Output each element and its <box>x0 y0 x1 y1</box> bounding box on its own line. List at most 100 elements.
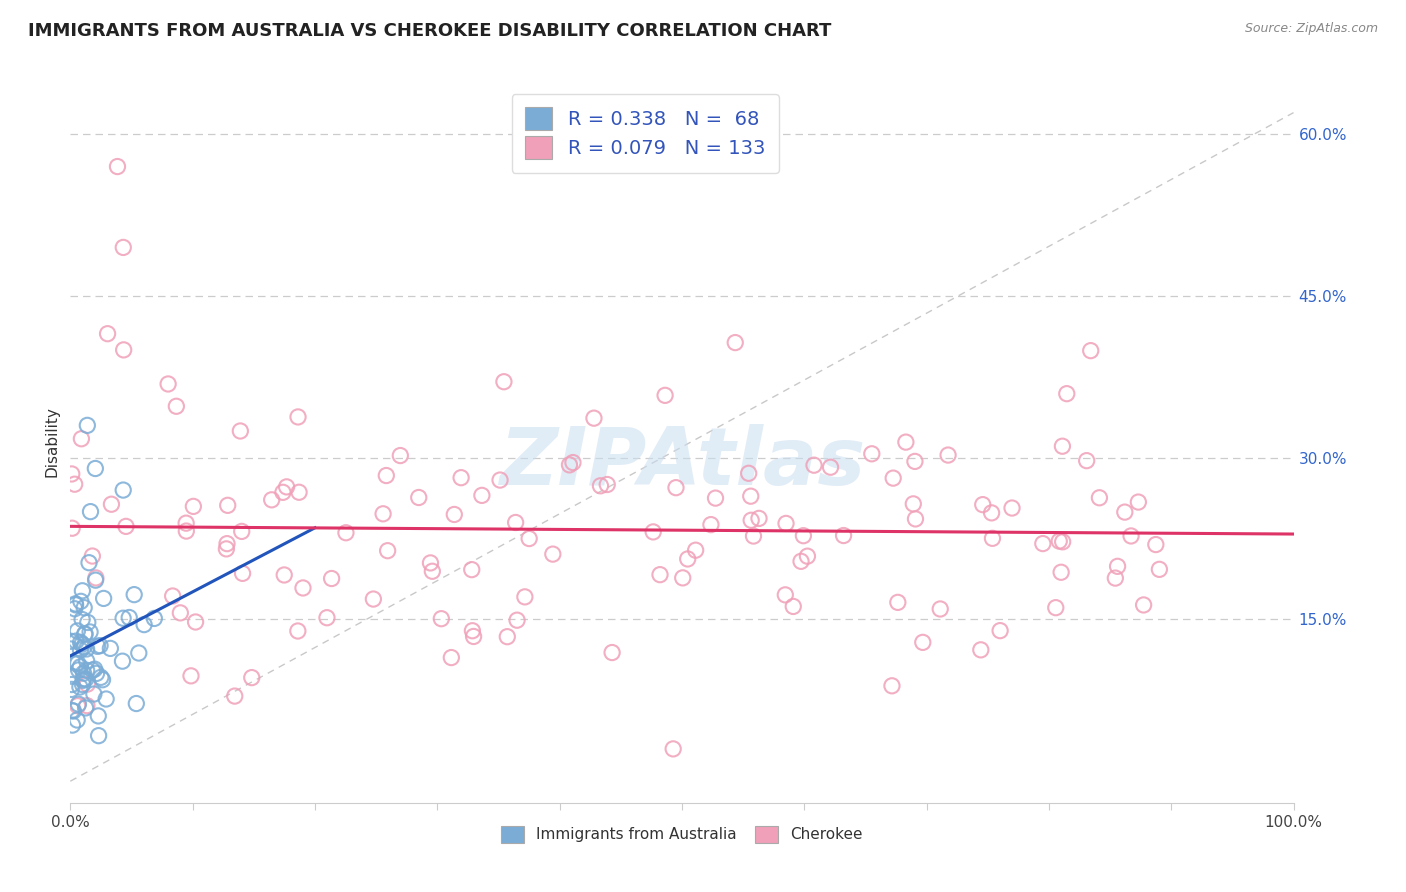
Point <box>461 563 484 577</box>
Point <box>1045 600 1067 615</box>
Point <box>665 481 688 495</box>
Point <box>1080 343 1102 358</box>
Point <box>287 409 309 424</box>
Point <box>972 498 994 512</box>
Point <box>176 524 198 538</box>
Point <box>72 673 94 688</box>
Point <box>65 657 87 671</box>
Point <box>860 447 883 461</box>
Point <box>704 491 727 505</box>
Text: Source: ZipAtlas.com: Source: ZipAtlas.com <box>1244 22 1378 36</box>
Point <box>75 672 97 686</box>
Point <box>79 624 101 639</box>
Point <box>232 566 254 581</box>
Point <box>740 489 762 503</box>
Point <box>562 456 585 470</box>
Point <box>73 640 96 654</box>
Point <box>430 612 453 626</box>
Point <box>143 611 166 625</box>
Point <box>558 458 581 472</box>
Point <box>505 516 527 530</box>
Point <box>988 624 1011 638</box>
Point <box>894 435 917 450</box>
Point <box>377 543 399 558</box>
Point <box>90 670 112 684</box>
Point <box>1149 562 1171 576</box>
Point <box>72 672 94 686</box>
Point <box>496 630 519 644</box>
Point <box>737 467 759 481</box>
Text: IMMIGRANTS FROM AUSTRALIA VS CHEROKEE DISABILITY CORRELATION CHART: IMMIGRANTS FROM AUSTRALIA VS CHEROKEE DI… <box>28 22 831 40</box>
Legend: Immigrants from Australia, Cherokee: Immigrants from Australia, Cherokee <box>495 820 869 849</box>
Point <box>60 682 83 697</box>
Point <box>67 663 90 677</box>
Point <box>112 240 135 254</box>
Point <box>97 326 120 341</box>
Point <box>70 594 93 608</box>
Point <box>66 657 89 671</box>
Point <box>685 543 707 558</box>
Point <box>792 529 814 543</box>
Point <box>1047 534 1070 549</box>
Point <box>63 601 86 615</box>
Point <box>882 471 904 485</box>
Point <box>271 485 294 500</box>
Point <box>782 599 804 614</box>
Point <box>887 595 910 609</box>
Point <box>87 709 110 723</box>
Point <box>111 654 134 668</box>
Point <box>375 468 398 483</box>
Point <box>970 643 993 657</box>
Point <box>84 461 107 475</box>
Point <box>1052 439 1074 453</box>
Point <box>911 635 934 649</box>
Point <box>66 624 89 638</box>
Point <box>83 662 105 676</box>
Point <box>903 497 925 511</box>
Point <box>463 630 485 644</box>
Point <box>929 602 952 616</box>
Point <box>408 491 430 505</box>
Point <box>60 521 83 535</box>
Point <box>69 643 91 657</box>
Point <box>217 499 239 513</box>
Point <box>180 669 202 683</box>
Point <box>128 646 150 660</box>
Point <box>260 492 283 507</box>
Point <box>389 449 412 463</box>
Point <box>66 713 89 727</box>
Point <box>76 664 98 678</box>
Point <box>70 637 93 651</box>
Point <box>471 488 494 502</box>
Point <box>775 516 797 531</box>
Point <box>1076 453 1098 467</box>
Point <box>316 610 339 624</box>
Point <box>450 471 472 485</box>
Point <box>1001 501 1024 516</box>
Point <box>796 549 818 564</box>
Point <box>832 528 855 542</box>
Point <box>63 477 86 491</box>
Point <box>60 677 83 691</box>
Point <box>1056 386 1078 401</box>
Point <box>215 541 238 556</box>
Point <box>65 598 87 612</box>
Point <box>541 547 564 561</box>
Point <box>506 613 529 627</box>
Point <box>600 646 623 660</box>
Point <box>1104 571 1126 585</box>
Point <box>165 399 187 413</box>
Point <box>589 479 612 493</box>
Point <box>1114 505 1136 519</box>
Point <box>112 611 135 625</box>
Point <box>75 627 97 641</box>
Point <box>443 508 465 522</box>
Point <box>112 343 135 357</box>
Point <box>724 335 747 350</box>
Point <box>643 524 665 539</box>
Point <box>1050 566 1073 580</box>
Point <box>60 669 83 683</box>
Point <box>335 525 357 540</box>
Point <box>66 698 89 713</box>
Point <box>169 606 191 620</box>
